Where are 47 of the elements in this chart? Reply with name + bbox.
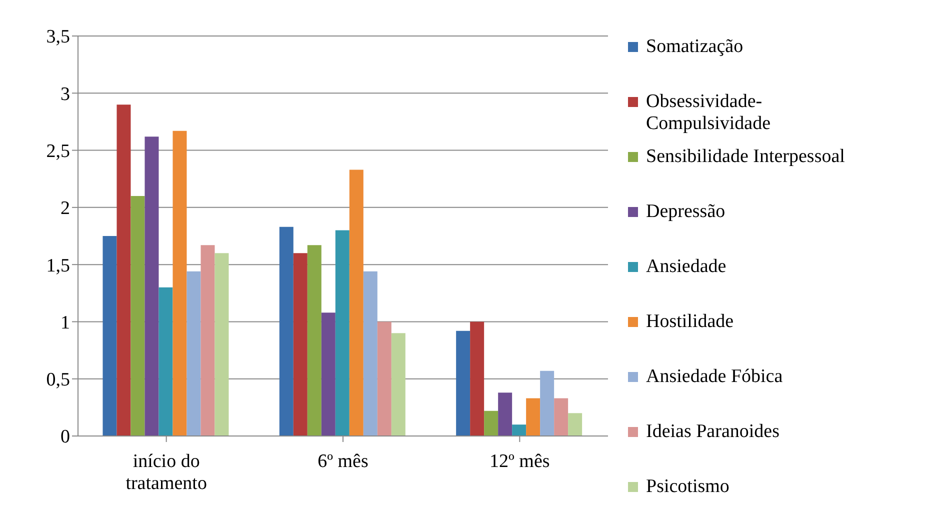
bar xyxy=(172,130,187,436)
x-tick-label: 12º mês xyxy=(490,451,550,472)
bar xyxy=(470,322,484,436)
bar xyxy=(116,104,131,436)
bar xyxy=(568,413,582,436)
bar xyxy=(186,271,201,436)
bar xyxy=(498,392,512,436)
bar xyxy=(158,287,173,436)
bar xyxy=(335,230,350,436)
y-tick-label: 3 xyxy=(60,84,70,105)
x-tick-label: 6º mês xyxy=(318,451,368,472)
bar xyxy=(377,322,392,436)
bar xyxy=(484,410,498,436)
bar xyxy=(102,236,117,436)
y-tick-label: 1 xyxy=(60,312,70,334)
y-tick-label: 0 xyxy=(60,426,70,448)
bar xyxy=(526,398,540,436)
bar xyxy=(144,136,159,436)
y-tick-label: 1,5 xyxy=(46,255,70,276)
legend-label: Depressão xyxy=(646,201,726,223)
bar xyxy=(293,253,308,436)
bar xyxy=(130,196,145,436)
legend-label: Ideias Paranoides xyxy=(646,421,780,443)
legend-label: Hostilidade xyxy=(646,311,735,333)
y-tick-label: 3,5 xyxy=(46,26,70,48)
bar xyxy=(214,253,229,436)
bar xyxy=(321,312,336,436)
bar xyxy=(554,398,568,436)
legend-label: Sensibilidade Interpessoal xyxy=(646,146,846,168)
bar xyxy=(391,333,406,436)
x-tick-label: início do tratamento xyxy=(126,451,207,494)
bar xyxy=(363,271,378,436)
bar xyxy=(512,424,526,436)
legend-label: Ansiedade xyxy=(646,256,728,278)
y-tick-label: 2 xyxy=(60,198,70,220)
bar xyxy=(456,330,470,436)
legend-label: Ansiedade Fóbica xyxy=(646,366,784,388)
bar xyxy=(349,170,364,436)
legend-label: Somatização xyxy=(646,36,744,58)
bar xyxy=(540,370,554,436)
bar xyxy=(200,245,215,436)
legend-label: Obsessividade-Compulsividade xyxy=(646,91,772,135)
legend-label: Psicotismo xyxy=(646,476,730,498)
y-tick-label: 0,5 xyxy=(46,370,70,391)
y-tick-label: 2,5 xyxy=(46,141,70,162)
bar xyxy=(307,245,322,436)
bar xyxy=(279,226,294,436)
